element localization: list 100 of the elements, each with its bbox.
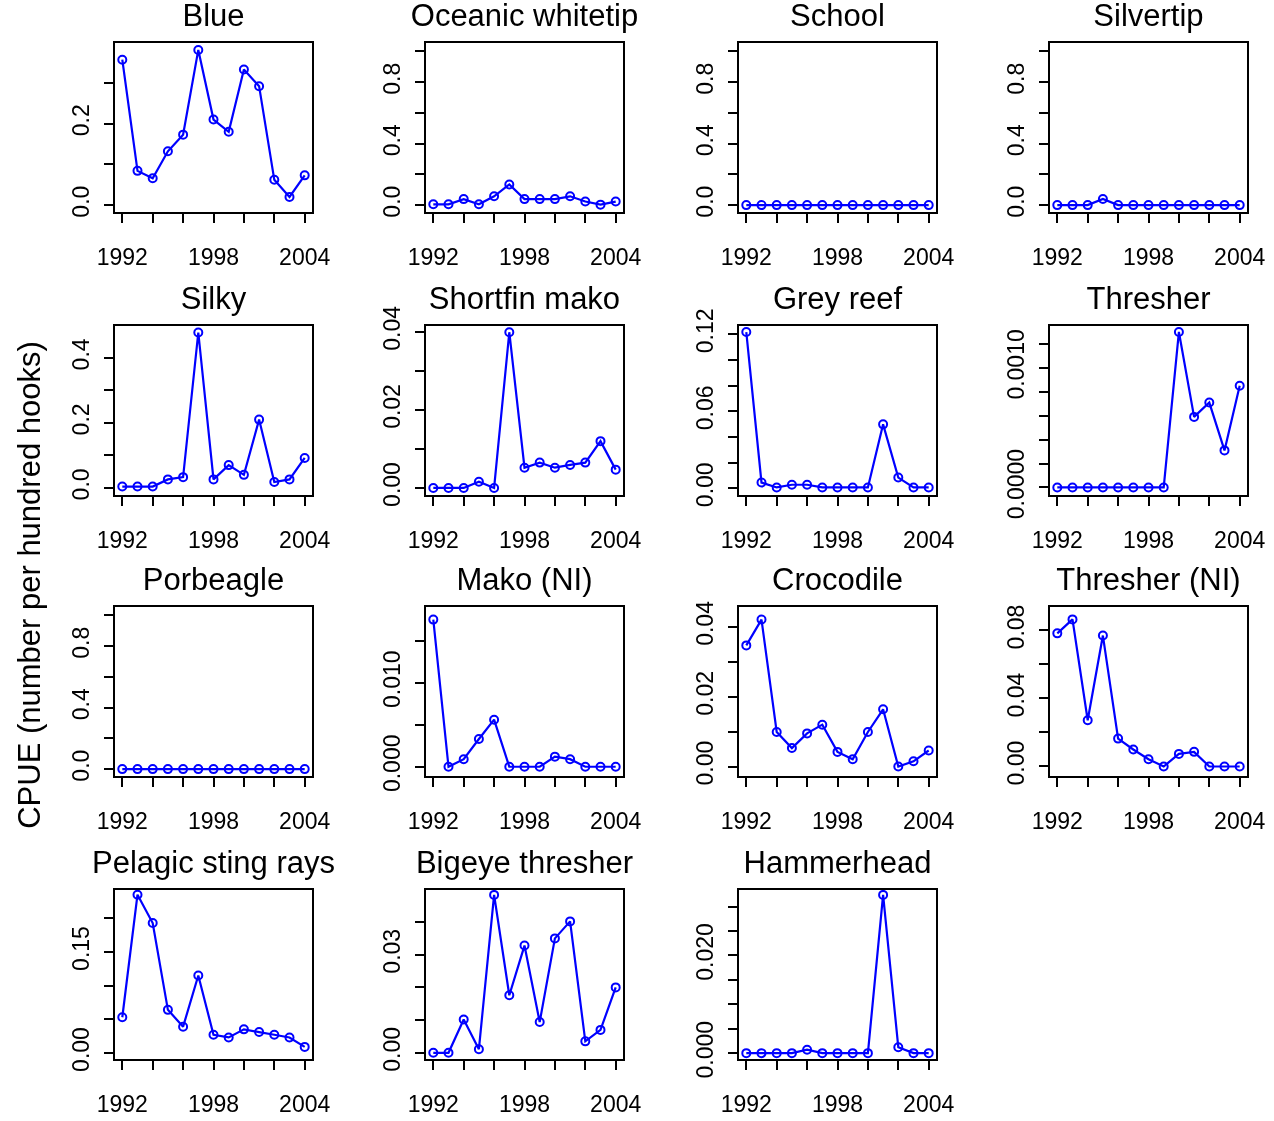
point bbox=[458, 1014, 469, 1025]
x-tick-label: 1998 bbox=[187, 526, 240, 553]
point bbox=[504, 990, 515, 1001]
point bbox=[284, 474, 295, 485]
point bbox=[519, 761, 530, 772]
point bbox=[208, 474, 219, 485]
point bbox=[238, 469, 249, 480]
x-tick-label: 2004 bbox=[1214, 807, 1266, 834]
y-tick-label: 0.04 bbox=[691, 600, 718, 646]
point bbox=[741, 640, 752, 651]
point bbox=[1219, 761, 1230, 772]
point bbox=[458, 754, 469, 765]
point bbox=[223, 460, 234, 471]
chart-title: Silky bbox=[180, 281, 247, 317]
point bbox=[1234, 380, 1245, 391]
point bbox=[458, 482, 469, 493]
y-tick-label: 0.8 bbox=[691, 62, 718, 95]
x-tick-label: 1992 bbox=[96, 807, 148, 834]
point bbox=[1189, 746, 1200, 757]
point bbox=[443, 199, 454, 210]
y-tick-label: 0.0 bbox=[378, 185, 405, 218]
chart-title: Bigeye thresher bbox=[415, 845, 634, 881]
y-tick-label: 0.00 bbox=[67, 1027, 94, 1072]
y-tick-label: 0.0010 bbox=[1002, 329, 1029, 400]
y-tick-label: 0.03 bbox=[378, 928, 405, 974]
y-tick-label: 0.000 bbox=[691, 1020, 718, 1079]
chart-title: Thresher (NI) bbox=[1056, 562, 1241, 598]
x-tick-label: 2004 bbox=[903, 526, 955, 553]
chart-title: Shortfin mako bbox=[428, 281, 621, 317]
point bbox=[786, 1048, 797, 1059]
point bbox=[832, 746, 843, 757]
point bbox=[254, 81, 265, 92]
point bbox=[1113, 733, 1124, 744]
x-tick-label: 2004 bbox=[590, 807, 642, 834]
point bbox=[771, 727, 782, 737]
y-tick-label: 0.06 bbox=[691, 385, 718, 431]
x-tick-label: 1992 bbox=[407, 243, 459, 270]
x-tick-label: 1992 bbox=[720, 1090, 772, 1117]
point bbox=[147, 481, 158, 492]
y-tick-label: 0.00 bbox=[378, 462, 405, 507]
point bbox=[238, 1024, 249, 1035]
point bbox=[299, 1041, 310, 1052]
point bbox=[117, 1012, 128, 1023]
point bbox=[208, 114, 219, 125]
point bbox=[299, 170, 310, 181]
point bbox=[847, 1048, 858, 1059]
x-tick-label: 1998 bbox=[811, 1090, 864, 1117]
point bbox=[162, 146, 173, 157]
x-tick-label: 2004 bbox=[279, 807, 331, 834]
x-tick-label: 2004 bbox=[903, 243, 955, 270]
point bbox=[254, 414, 265, 425]
point bbox=[832, 482, 843, 493]
point bbox=[269, 477, 280, 487]
point bbox=[1097, 482, 1108, 493]
x-tick-label: 2004 bbox=[279, 526, 331, 553]
point bbox=[473, 476, 484, 487]
x-tick-label: 1998 bbox=[1122, 243, 1175, 270]
point bbox=[1234, 761, 1245, 772]
x-tick-label: 1992 bbox=[720, 526, 772, 553]
y-tick-label: 0.15 bbox=[67, 926, 94, 971]
y-tick-label: 0.4 bbox=[67, 338, 94, 371]
y-tick-label: 0.000 bbox=[378, 734, 405, 793]
point bbox=[595, 199, 606, 210]
point bbox=[893, 472, 904, 483]
point bbox=[580, 1036, 591, 1047]
point bbox=[443, 1047, 454, 1058]
point bbox=[208, 1029, 219, 1040]
point bbox=[1082, 482, 1093, 493]
point bbox=[908, 756, 919, 767]
point bbox=[534, 1017, 545, 1028]
chart-title: Mako (NI) bbox=[456, 562, 593, 598]
point bbox=[428, 482, 439, 493]
x-tick-label: 1998 bbox=[811, 243, 864, 270]
point bbox=[817, 719, 828, 730]
point bbox=[1128, 482, 1139, 493]
x-tick-label: 1998 bbox=[498, 1090, 551, 1117]
point bbox=[1204, 761, 1215, 772]
y-tick-label: 0.8 bbox=[67, 626, 94, 659]
point bbox=[284, 1032, 295, 1043]
point bbox=[893, 1042, 904, 1053]
x-tick-label: 2004 bbox=[590, 243, 642, 270]
x-tick-label: 1998 bbox=[187, 807, 240, 834]
point bbox=[489, 191, 500, 202]
point bbox=[443, 482, 454, 493]
point bbox=[473, 734, 484, 744]
point bbox=[847, 754, 858, 765]
y-tick-label: 0.0 bbox=[1002, 185, 1029, 218]
point bbox=[878, 704, 889, 715]
y-tick-label: 0.010 bbox=[378, 650, 405, 708]
point bbox=[786, 479, 797, 490]
point bbox=[458, 194, 469, 205]
point bbox=[1143, 482, 1154, 493]
x-tick-label: 1998 bbox=[187, 243, 240, 270]
point bbox=[193, 44, 204, 55]
chart-title: Crocodile bbox=[772, 562, 903, 598]
point bbox=[193, 970, 204, 981]
point bbox=[1067, 614, 1078, 625]
point bbox=[580, 196, 591, 207]
point bbox=[223, 126, 234, 137]
point bbox=[473, 199, 484, 210]
